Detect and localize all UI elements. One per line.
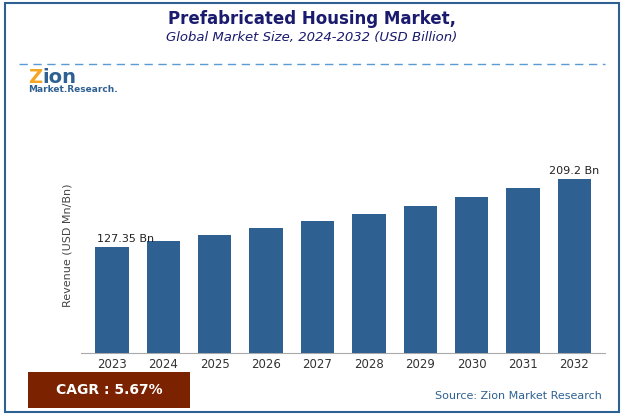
Text: Z: Z: [28, 68, 42, 88]
Text: 127.35 Bn: 127.35 Bn: [97, 234, 154, 244]
Text: ion: ion: [42, 68, 76, 88]
Text: Global Market Size, 2024-2032 (USD Billion): Global Market Size, 2024-2032 (USD Billi…: [167, 31, 457, 44]
Y-axis label: Revenue (USD Mn/Bn): Revenue (USD Mn/Bn): [63, 183, 73, 307]
Text: Market.Research.: Market.Research.: [28, 85, 118, 94]
Bar: [147, 241, 180, 353]
Bar: [506, 188, 540, 353]
Text: CAGR : 5.67%: CAGR : 5.67%: [56, 383, 162, 397]
Text: Prefabricated Housing Market,: Prefabricated Housing Market,: [168, 10, 456, 28]
Bar: [404, 206, 437, 353]
Bar: [558, 179, 591, 353]
Text: 209.2 Bn: 209.2 Bn: [549, 166, 600, 176]
Bar: [455, 197, 489, 353]
Bar: [352, 214, 386, 353]
Bar: [250, 228, 283, 353]
Bar: [301, 221, 334, 353]
Bar: [198, 235, 232, 353]
Bar: [95, 247, 129, 353]
Text: Source: Zion Market Research: Source: Zion Market Research: [436, 391, 602, 401]
